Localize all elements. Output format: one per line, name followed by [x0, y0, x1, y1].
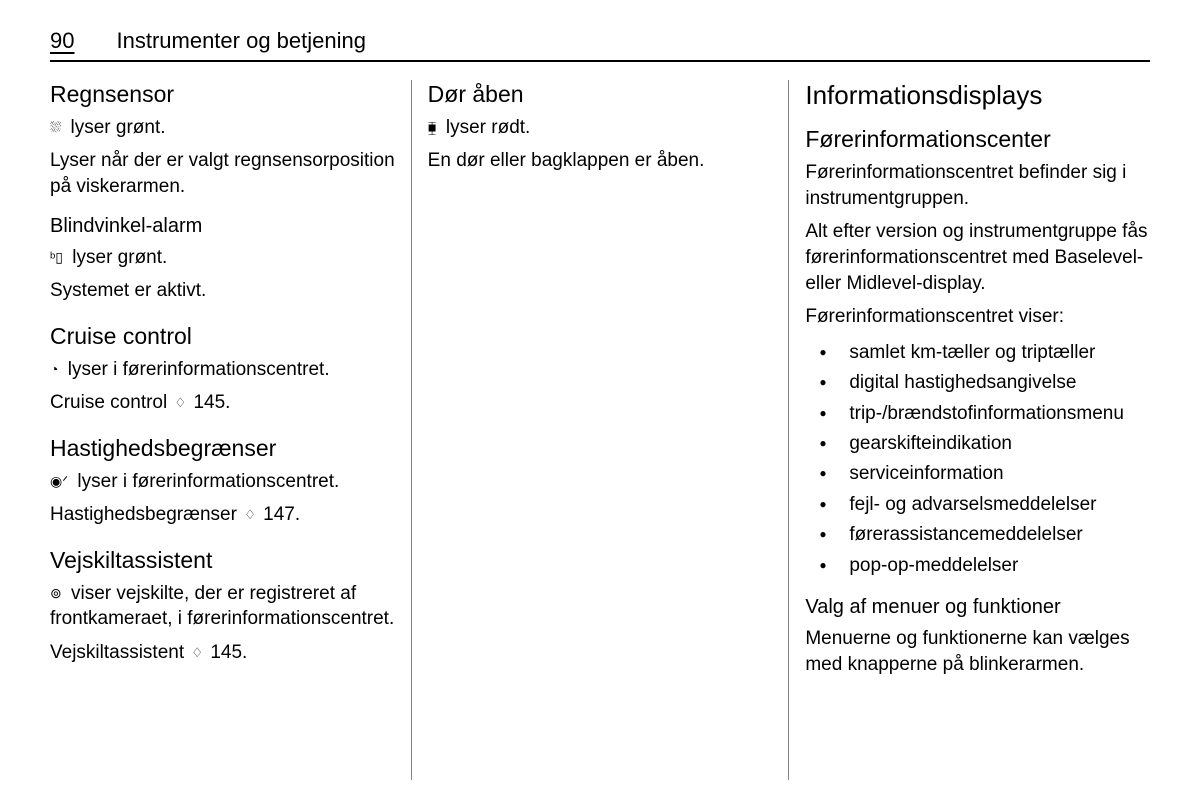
cruise-control-icon: ◔: [50, 360, 58, 379]
vejskilt-status-text: viser vejskilte, der er registreret af f…: [50, 583, 394, 630]
chapter-title: Instrumenter og betjening: [116, 28, 366, 54]
vejskilt-ref-num: 145.: [210, 642, 247, 663]
vejskilt-status: ⊚ viser vejskilte, der er registreret af…: [50, 581, 395, 632]
cruise-ref: Cruise control ♢ 145.: [50, 390, 395, 416]
vejskilt-ref-text: Vejskiltassistent: [50, 642, 189, 663]
list-item: fejl- og advarselsmeddelelser: [805, 490, 1150, 520]
columns-wrapper: Regnsensor ⛆ lyser grønt. Lyser når der …: [50, 80, 1150, 780]
heading-infodisplays: Informationsdisplays: [805, 80, 1150, 111]
dor-status-text: lyser rødt.: [441, 117, 531, 138]
forerinfo-list-intro: Førerinformationscentret viser:: [805, 304, 1150, 330]
heading-vejskilt: Vejskiltassistent: [50, 546, 395, 575]
hastighed-ref: Hastighedsbegrænser ♢ 147.: [50, 502, 395, 528]
list-item: førerassistancemeddelelser: [805, 520, 1150, 550]
vejskilt-ref: Vejskiltassistent ♢ 145.: [50, 640, 395, 666]
list-item: gearskifteindikation: [805, 429, 1150, 459]
cruise-status: ◔ lyser i førerinformationscentret.: [50, 357, 395, 383]
valg-desc: Menuerne og funktionerne kan vælges med …: [805, 626, 1150, 677]
column-2: Dør åben ⧯ lyser rødt. En dør eller bagk…: [412, 80, 789, 780]
dor-desc: En dør eller bagklappen er åben.: [428, 148, 773, 174]
forerinfo-para2: Alt efter version og instrumentgruppe få…: [805, 219, 1150, 296]
forerinfo-list: samlet km-tæller og triptæller digital h…: [805, 338, 1150, 581]
road-sign-icon: ⊚: [50, 584, 62, 603]
blindvinkel-status: ᵇ▯ lyser grønt.: [50, 245, 395, 271]
hastighed-status: ◉ᐟ lyser i førerinformationscentret.: [50, 469, 395, 495]
heading-blindvinkel: Blindvinkel-alarm: [50, 214, 395, 239]
list-item: samlet km-tæller og triptæller: [805, 338, 1150, 368]
blind-spot-icon: ᵇ▯: [50, 248, 63, 267]
hastighed-ref-text: Hastighedsbegrænser: [50, 504, 242, 525]
ref-arrow-icon: ♢: [191, 644, 203, 662]
page-header: 90 Instrumenter og betjening: [50, 28, 1150, 62]
regnsensor-desc: Lyser når der er valgt regnsensorpositio…: [50, 148, 395, 199]
blindvinkel-desc: Systemet er aktivt.: [50, 278, 395, 304]
hastighed-status-text: lyser i førerinformationscentret.: [72, 471, 339, 492]
forerinfo-para1: Førerinformationscentret befinder sig i …: [805, 160, 1150, 211]
heading-cruise: Cruise control: [50, 322, 395, 351]
heading-valg: Valg af menuer og funktioner: [805, 595, 1150, 620]
cruise-ref-num: 145.: [193, 392, 230, 413]
column-3: Informationsdisplays Førerinformationsce…: [789, 80, 1150, 780]
page-number: 90: [50, 28, 74, 54]
ref-arrow-icon: ♢: [244, 506, 256, 524]
list-item: serviceinformation: [805, 459, 1150, 489]
manual-page: 90 Instrumenter og betjening Regnsensor …: [0, 0, 1200, 802]
list-item: pop-op-meddelelser: [805, 551, 1150, 581]
heading-dor: Dør åben: [428, 80, 773, 109]
ref-arrow-icon: ♢: [175, 394, 187, 412]
heading-forerinfocenter: Førerinformationscenter: [805, 125, 1150, 154]
heading-hastighed: Hastighedsbegrænser: [50, 434, 395, 463]
blindvinkel-status-text: lyser grønt.: [67, 247, 167, 268]
column-1: Regnsensor ⛆ lyser grønt. Lyser når der …: [50, 80, 411, 780]
cruise-status-text: lyser i førerinformationscentret.: [62, 359, 329, 380]
cruise-ref-text: Cruise control: [50, 392, 173, 413]
speed-limiter-icon: ◉ᐟ: [50, 472, 68, 491]
rain-sensor-icon: ⛆: [50, 118, 61, 137]
dor-status: ⧯ lyser rødt.: [428, 115, 773, 141]
regnsensor-status-text: lyser grønt.: [65, 117, 165, 138]
list-item: trip-/brændstofinformationsmenu: [805, 399, 1150, 429]
door-open-icon: ⧯: [428, 118, 437, 137]
hastighed-ref-num: 147.: [263, 504, 300, 525]
list-item: digital hastighedsangivelse: [805, 368, 1150, 398]
regnsensor-status: ⛆ lyser grønt.: [50, 115, 395, 141]
heading-regnsensor: Regnsensor: [50, 80, 395, 109]
